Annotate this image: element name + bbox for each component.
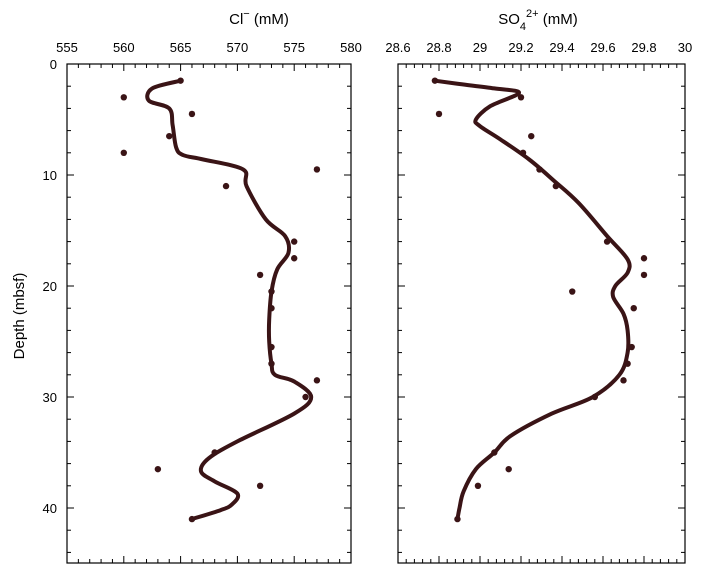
x-tick-label: 560 — [113, 40, 135, 55]
data-point — [603, 238, 611, 245]
panel-chloride-title: Cl− (mM) — [229, 8, 289, 28]
data-point — [628, 343, 635, 351]
x-tick-label: 30 — [678, 40, 692, 55]
data-point — [491, 449, 498, 456]
data-point — [166, 132, 173, 140]
x-tick-label: 29.6 — [590, 40, 615, 55]
x-tick-label: 580 — [340, 40, 362, 55]
data-point — [154, 465, 162, 473]
y-tick-label: 0 — [50, 57, 57, 72]
data-point — [505, 465, 512, 473]
data-point — [591, 393, 598, 401]
data-point — [640, 255, 648, 262]
panel-sulfate: SO42+ (mM) 28.6 28.8 29 29.2 29.4 29.6 29.8 30 — [385, 8, 692, 564]
panel-sulfate-frame — [397, 63, 686, 564]
smoothed-profile-line — [432, 78, 632, 522]
data-point — [630, 305, 637, 312]
data-point — [552, 182, 560, 190]
data-point — [536, 166, 543, 173]
data-point — [268, 288, 275, 295]
data-point — [291, 255, 298, 262]
data-point — [624, 360, 631, 367]
x-tick-label: 29 — [473, 40, 487, 55]
y-axis-label: Depth (mbsf) — [11, 273, 28, 360]
data-point — [120, 149, 128, 156]
panel-chloride-frame — [66, 63, 352, 564]
data-point — [569, 288, 576, 295]
data-point — [177, 77, 184, 84]
data-point — [517, 94, 525, 101]
data-point — [188, 110, 196, 118]
data-point — [256, 271, 264, 279]
x-tick-label: 29.8 — [631, 40, 656, 55]
data-point — [188, 515, 196, 523]
x-tick-label: 29.2 — [508, 40, 533, 55]
x-tick-label: 555 — [56, 40, 78, 55]
y-tick-label: 30 — [43, 390, 57, 405]
data-point — [268, 305, 275, 312]
data-point — [313, 377, 321, 384]
data-point — [256, 482, 264, 489]
data-point — [474, 482, 482, 489]
data-point — [435, 110, 443, 118]
data-point — [454, 515, 461, 523]
panel-sulfate-title: SO42+ (mM) — [498, 8, 578, 33]
x-tick-label: 565 — [170, 40, 192, 55]
data-point — [291, 238, 298, 245]
data-point — [268, 343, 275, 351]
data-point — [222, 182, 230, 190]
data-point — [519, 149, 527, 156]
data-point — [640, 271, 648, 279]
x-tick-label: 575 — [283, 40, 305, 55]
x-tick-label: 28.8 — [426, 40, 451, 55]
data-point — [120, 94, 128, 101]
y-tick-label: 40 — [43, 501, 57, 516]
data-point — [268, 360, 275, 367]
data-point — [211, 449, 218, 456]
x-tick-label: 570 — [227, 40, 249, 55]
data-point — [313, 166, 321, 173]
smoothed-profile-line — [145, 78, 314, 522]
x-tick-label: 28.6 — [385, 40, 410, 55]
data-point — [431, 77, 439, 84]
data-point — [620, 377, 627, 384]
y-tick-label: 10 — [43, 168, 57, 183]
data-point — [528, 132, 535, 140]
y-tick-label: 20 — [43, 279, 57, 294]
x-tick-label: 29.4 — [549, 40, 574, 55]
panel-chloride: Cl− (mM) 555 560 565 570 575 580 0 10 20 30 40 — [43, 8, 362, 564]
data-point — [302, 393, 309, 401]
